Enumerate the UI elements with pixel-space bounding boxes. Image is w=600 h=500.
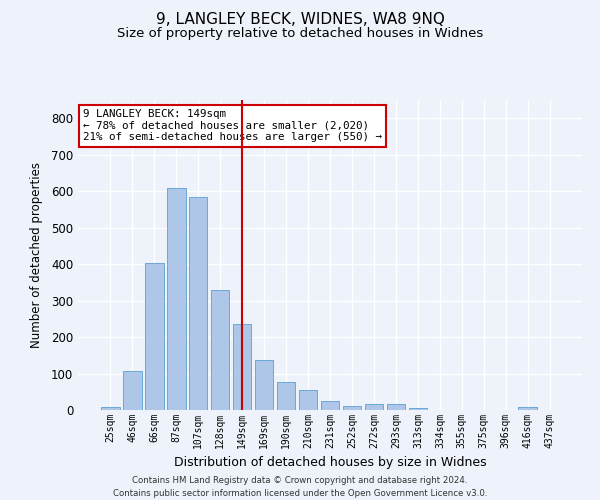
Text: Size of property relative to detached houses in Widnes: Size of property relative to detached ho… [117, 28, 483, 40]
Bar [518, 408, 537, 410]
Bar [211, 290, 229, 410]
Bar [189, 198, 208, 410]
Text: 9 LANGLEY BECK: 149sqm
← 78% of detached houses are smaller (2,020)
21% of semi-: 9 LANGLEY BECK: 149sqm ← 78% of detached… [83, 110, 382, 142]
Bar [101, 408, 119, 410]
Bar [386, 404, 405, 410]
Bar [167, 188, 185, 410]
Bar [365, 404, 383, 410]
Bar [277, 382, 295, 410]
Bar [255, 360, 274, 410]
X-axis label: Distribution of detached houses by size in Widnes: Distribution of detached houses by size … [173, 456, 487, 469]
Bar [123, 371, 142, 410]
Text: Contains HM Land Registry data © Crown copyright and database right 2024.
Contai: Contains HM Land Registry data © Crown c… [113, 476, 487, 498]
Bar [145, 264, 164, 410]
Bar [320, 400, 340, 410]
Bar [343, 406, 361, 410]
Bar [233, 324, 251, 410]
Y-axis label: Number of detached properties: Number of detached properties [29, 162, 43, 348]
Bar [299, 390, 317, 410]
Bar [409, 408, 427, 410]
Text: 9, LANGLEY BECK, WIDNES, WA8 9NQ: 9, LANGLEY BECK, WIDNES, WA8 9NQ [155, 12, 445, 28]
